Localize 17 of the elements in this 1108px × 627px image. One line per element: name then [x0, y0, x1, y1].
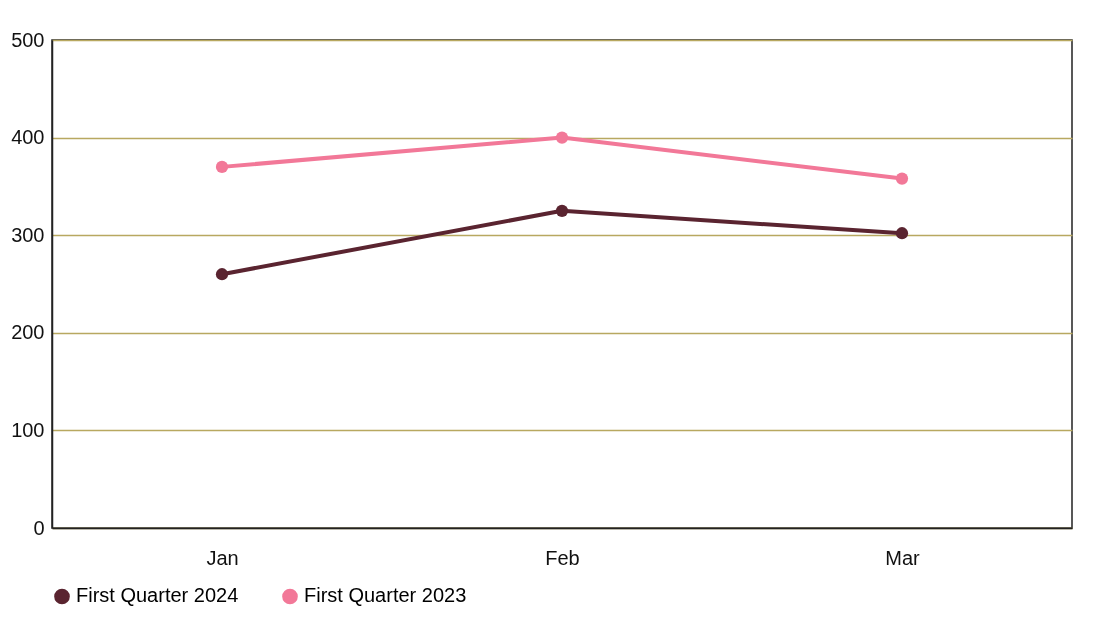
point: [215, 268, 229, 281]
y-tick-label: 200: [11, 321, 45, 344]
y-tick-label: 400: [11, 126, 45, 149]
legend-label: First Quarter 2024: [76, 584, 239, 607]
point: [895, 172, 909, 185]
y-tick-label: 0: [33, 516, 45, 539]
point: [215, 160, 229, 173]
x-tick-label: Mar: [885, 546, 921, 569]
y-tick-label: 500: [11, 28, 45, 51]
point: [555, 131, 569, 144]
x-tick-label: Feb: [545, 546, 580, 569]
point: [895, 227, 909, 240]
point: [555, 204, 569, 217]
y-tick-label: 300: [11, 223, 45, 246]
legend-label: First Quarter 2023: [304, 584, 467, 607]
x-tick-label: Jan: [206, 546, 239, 569]
y-tick-label: 100: [11, 418, 45, 441]
